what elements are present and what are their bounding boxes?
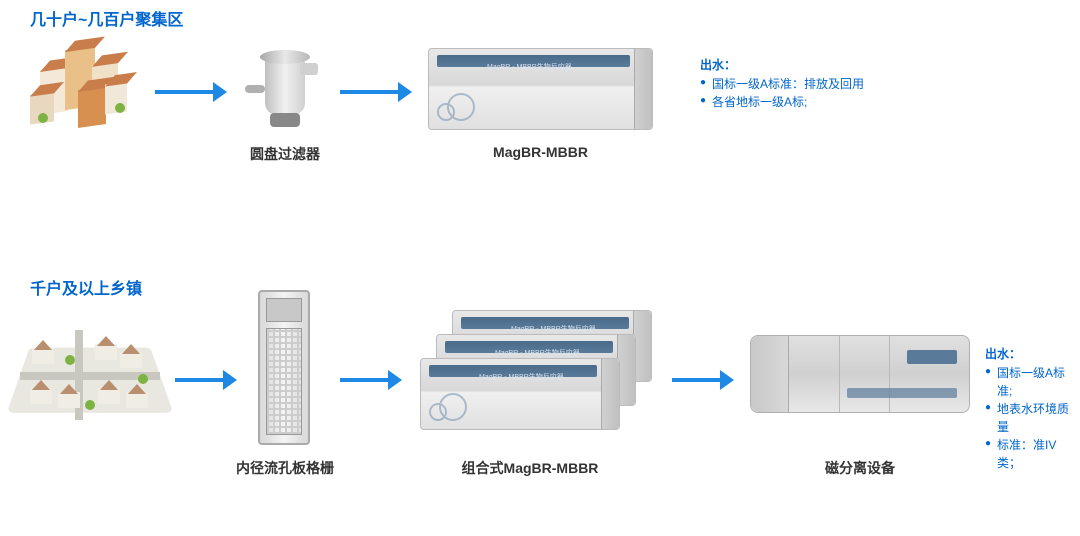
arrow-icon: [340, 90, 400, 94]
bottom-output-text: 出水： 国标一级A标准; 地表水环境质量 标准：准IV类；: [985, 345, 1080, 472]
top-title: 几十户~几百户聚集区: [30, 6, 183, 30]
magsep-label: 磁分离设备: [750, 458, 970, 478]
bar-screen-icon: [258, 290, 310, 445]
combo-magbr-label: 组合式MagBR-MBBR: [430, 458, 630, 478]
buildings-icon: [30, 38, 140, 128]
arrow-icon: [340, 378, 390, 382]
bar-screen-label: 内径流孔板格栅: [230, 458, 340, 478]
magsep-icon: [750, 335, 970, 413]
arrow-icon: [175, 378, 225, 382]
disc-filter-icon: [250, 45, 320, 130]
combo-container-icon: MagBR - MBBR生物反应器: [420, 358, 620, 430]
disc-filter-label: 圆盘过滤器: [240, 144, 330, 164]
magbr-label: MagBR-MBBR: [428, 144, 653, 160]
arrow-icon: [155, 90, 215, 94]
village-icon: [20, 330, 160, 420]
top-output-text: 出水： 国标一级A标准：排放及回用 各省地标一级A标;: [700, 56, 864, 111]
magbr-container-icon: MagBR - MBBR生物反应器: [428, 48, 653, 130]
arrow-icon: [672, 378, 722, 382]
bottom-title: 千户及以上乡镇: [30, 275, 142, 299]
